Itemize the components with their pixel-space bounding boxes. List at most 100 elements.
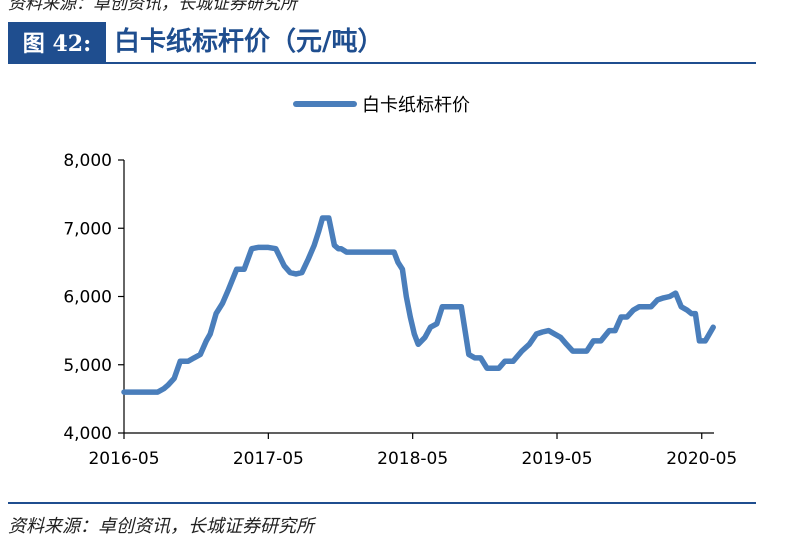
y-tick-label: 8,000: [63, 151, 112, 171]
data-point: [650, 306, 652, 308]
data-point: [504, 360, 506, 362]
data-point: [173, 377, 175, 379]
data-point: [512, 360, 514, 362]
data-point: [704, 340, 706, 342]
data-point: [565, 343, 568, 345]
data-point: [301, 272, 303, 274]
data-point: [352, 251, 354, 253]
data-point: [397, 261, 399, 263]
data-point: [620, 316, 622, 318]
data-point: [441, 306, 443, 308]
data-point: [669, 295, 671, 298]
data-point: [600, 340, 602, 342]
data-point: [656, 299, 659, 301]
data-point: [357, 251, 360, 253]
data-point: [236, 268, 238, 270]
data-point: [632, 309, 634, 311]
data-point: [163, 388, 165, 390]
data-point: [401, 268, 403, 270]
figure-title: 白卡纸标杆价（元/吨）: [114, 27, 384, 57]
legend: 白卡纸标杆价: [293, 95, 470, 116]
data-point: [541, 331, 544, 333]
line-chart: 白卡纸标杆价 4,000 5,000 6,000 7,000 8,000 2016-05 2…: [63, 95, 737, 469]
data-point: [364, 251, 366, 253]
data-point: [340, 248, 342, 250]
data-point: [662, 297, 665, 299]
data-point: [221, 302, 224, 304]
data-point: [141, 391, 143, 393]
x-tick-label: 2017-05: [233, 449, 304, 469]
data-point: [486, 367, 488, 369]
data-point: [460, 306, 462, 308]
data-point: [337, 248, 339, 250]
data-point: [535, 333, 538, 335]
data-point: [376, 251, 379, 253]
data-point: [167, 384, 169, 386]
data-point: [638, 306, 640, 308]
data-point: [405, 295, 407, 298]
data-point: [498, 367, 500, 369]
data-point: [694, 313, 697, 315]
data-point: [417, 343, 419, 345]
data-point: [295, 273, 297, 275]
y-tick-label: 4,000: [63, 424, 112, 444]
data-point: [644, 306, 646, 308]
figure-label: 图 42:: [8, 22, 106, 62]
data-point: [436, 323, 438, 325]
data-point: [199, 353, 201, 356]
data-point: [424, 336, 426, 338]
data-point: [227, 289, 229, 291]
data-point: [333, 244, 335, 246]
footer-divider: [8, 502, 756, 504]
data-point: [592, 340, 595, 342]
data-point: [275, 248, 277, 250]
data-point: [468, 353, 470, 356]
data-point: [554, 333, 556, 335]
figure-header: 图 42: 白卡纸标杆价（元/吨）: [8, 22, 756, 62]
data-point: [474, 357, 476, 359]
y-tick-label: 6,000: [63, 288, 112, 308]
data-point: [393, 251, 395, 253]
data-point: [413, 333, 415, 335]
data-point: [698, 340, 701, 342]
data-point: [243, 268, 245, 270]
data-point: [328, 217, 330, 219]
data-point: [215, 313, 217, 315]
data-point: [307, 258, 309, 260]
data-point: [528, 343, 530, 345]
data-point: [193, 357, 195, 359]
y-tick-label: 5,000: [63, 356, 112, 376]
data-point: [346, 251, 348, 253]
plot-area: [121, 215, 716, 395]
data-point: [675, 292, 677, 294]
data-point: [205, 340, 207, 342]
header-divider: [8, 62, 756, 64]
x-tick-label: 2020-05: [666, 449, 737, 469]
series-line-baika-price: [121, 215, 716, 395]
data-point: [448, 306, 450, 308]
axes: 4,000 5,000 6,000 7,000 8,000 2016-05 2017-05 2…: [63, 151, 737, 469]
data-point: [521, 350, 523, 352]
data-point: [614, 330, 616, 332]
source-note: 资料来源：卓创资讯，长城证券研究所: [8, 516, 314, 537]
data-point: [318, 231, 320, 233]
x-tick-label: 2019-05: [521, 449, 592, 469]
data-point: [560, 336, 562, 338]
data-point: [608, 330, 610, 332]
data-point: [586, 350, 588, 352]
data-point: [209, 333, 211, 335]
data-point: [572, 350, 574, 352]
y-tick-label: 7,000: [63, 219, 112, 239]
data-point: [187, 360, 189, 362]
data-point: [123, 391, 125, 393]
data-point: [492, 367, 494, 369]
data-point: [179, 360, 181, 362]
data-point: [548, 330, 550, 332]
top-cut-source-text: 资料来源：卓创资讯，长城证券研究所: [8, 0, 297, 14]
legend-label-baika-price: 白卡纸标杆价: [362, 95, 470, 116]
data-point: [429, 326, 432, 328]
data-point: [712, 326, 714, 328]
data-point: [480, 357, 482, 359]
data-point: [321, 217, 324, 219]
data-point: [409, 316, 411, 318]
